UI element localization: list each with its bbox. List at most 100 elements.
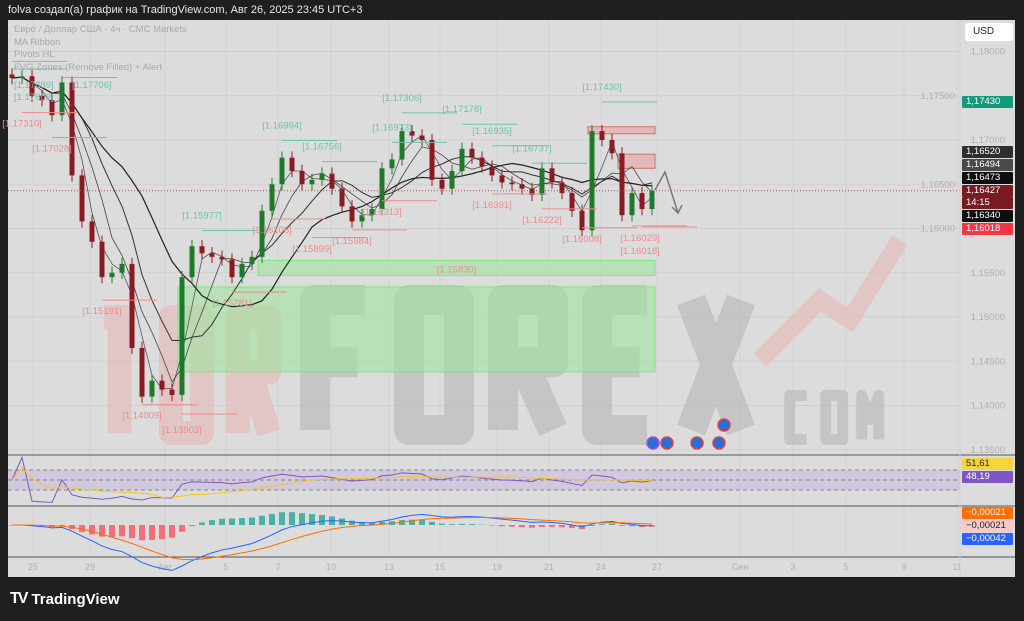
macd-histogram-bar bbox=[319, 514, 325, 525]
macd-histogram-bar bbox=[469, 524, 475, 525]
candle-body bbox=[439, 179, 445, 189]
candle bbox=[349, 200, 355, 228]
candle bbox=[259, 204, 265, 264]
price-axis-label: 1,16427 bbox=[962, 185, 1013, 197]
candle bbox=[589, 124, 595, 237]
candle bbox=[609, 133, 615, 160]
pivot-low-label: [1.15281] bbox=[212, 298, 252, 309]
tradingview-logo[interactable]: TV TradingView bbox=[10, 590, 120, 608]
macd-histogram-bar bbox=[189, 525, 195, 527]
candle bbox=[179, 270, 185, 402]
economic-event-icon[interactable] bbox=[690, 436, 704, 450]
candle-body bbox=[309, 179, 315, 185]
price-axis-tick: 1,13500 bbox=[971, 445, 1005, 456]
macd-histogram-bar bbox=[339, 518, 345, 525]
watermark-arrow-icon bbox=[753, 235, 908, 367]
price-axis-label: 51,61 bbox=[962, 458, 1013, 470]
economic-event-icon[interactable] bbox=[660, 436, 674, 450]
pivot-low-label: [1.16108] bbox=[252, 225, 292, 236]
candle-body bbox=[59, 82, 65, 116]
candle-body bbox=[249, 256, 255, 264]
candle-body bbox=[49, 100, 55, 116]
candle-body bbox=[269, 184, 275, 211]
macd-histogram-bar bbox=[139, 525, 145, 541]
candle bbox=[169, 383, 175, 402]
pivot-high-label: [1.16756] bbox=[302, 142, 342, 153]
fvg-zone-bear bbox=[617, 153, 656, 169]
economic-event-icon[interactable] bbox=[646, 436, 660, 450]
candle-body bbox=[339, 188, 345, 207]
legend-indicator-ma-ribbon[interactable]: MA Ribbon bbox=[14, 36, 61, 48]
candle bbox=[389, 153, 395, 175]
candle bbox=[49, 93, 55, 122]
macd-histogram-bar bbox=[569, 525, 575, 528]
macd-histogram-bar bbox=[169, 525, 175, 538]
pivot-high-label: [1.16994] bbox=[262, 121, 302, 132]
time-axis-tick: 21 bbox=[544, 562, 554, 572]
price-axis-label: 1,16340 bbox=[962, 210, 1013, 222]
candle bbox=[399, 124, 405, 166]
candle bbox=[499, 169, 505, 189]
macd-histogram-bar bbox=[199, 522, 205, 525]
candle-body bbox=[499, 175, 505, 183]
candle bbox=[39, 89, 45, 107]
legend-symbol[interactable]: Евро / Доллар США · 4ч · CMC Markets bbox=[14, 24, 187, 35]
candle bbox=[459, 142, 465, 178]
pivot-high-label: [1.17430] bbox=[582, 82, 622, 93]
price-axis-label: 1,17430 bbox=[962, 96, 1013, 108]
candle-body bbox=[19, 76, 25, 79]
candle bbox=[469, 142, 475, 164]
pivot-low-label: [1.16313] bbox=[362, 207, 402, 218]
price-axis-label: 48,19 bbox=[962, 471, 1013, 483]
macd-histogram-bar bbox=[209, 520, 215, 525]
candle-body bbox=[299, 170, 305, 185]
candle bbox=[419, 129, 425, 147]
candle-body bbox=[429, 140, 435, 180]
economic-event-icon[interactable] bbox=[717, 418, 731, 432]
candle-body bbox=[79, 175, 85, 222]
candle bbox=[569, 186, 575, 217]
price-axis-label: 1,16520 bbox=[962, 146, 1013, 158]
pivot-low-label: [1.15899] bbox=[292, 244, 332, 255]
macd-histogram-bar bbox=[369, 522, 375, 525]
candle bbox=[489, 160, 495, 182]
chart-legend: Евро / Доллар США · 4ч · CMC Markets MA … bbox=[14, 24, 187, 74]
candle bbox=[429, 133, 435, 187]
price-axis-label: −0,00042 bbox=[962, 533, 1013, 545]
candle bbox=[29, 70, 35, 102]
currency-button[interactable]: USD bbox=[965, 23, 1013, 41]
candle bbox=[359, 209, 365, 228]
candle-body bbox=[559, 182, 565, 194]
legend-indicator-fvg[interactable]: FVG Zones (Remove Filled) + Alert bbox=[14, 61, 163, 73]
pivot-high-label: [1.17889] bbox=[14, 80, 54, 91]
candle-body bbox=[479, 157, 485, 167]
candle-body bbox=[569, 193, 575, 211]
macd-histogram-bar bbox=[589, 525, 595, 526]
candle bbox=[59, 76, 65, 122]
time-axis-tick: 9 bbox=[901, 562, 906, 572]
economic-event-icon[interactable] bbox=[712, 436, 726, 450]
time-axis-tick: 7 bbox=[275, 562, 280, 572]
macd-line bbox=[11, 513, 653, 571]
legend-indicator-pivots[interactable]: Pivots HL bbox=[14, 49, 55, 60]
rsi-ma-line bbox=[11, 466, 653, 498]
candle-body bbox=[189, 246, 195, 278]
candle bbox=[109, 266, 115, 284]
candle-body bbox=[579, 210, 585, 231]
candle bbox=[519, 178, 525, 195]
candle bbox=[299, 164, 305, 191]
macd-histogram-bar bbox=[229, 518, 235, 525]
macd-histogram-bar bbox=[119, 525, 125, 537]
macd-histogram-bar bbox=[609, 523, 615, 525]
time-axis-tick: Авг bbox=[158, 562, 173, 572]
macd-histogram-bar bbox=[509, 525, 515, 527]
candle-body bbox=[29, 76, 35, 96]
candle bbox=[509, 176, 515, 191]
candle bbox=[449, 164, 455, 195]
time-axis-tick: 13 bbox=[384, 562, 394, 572]
time-axis-tick: 19 bbox=[492, 562, 502, 572]
candle-body bbox=[529, 188, 535, 195]
time-axis-tick: 27 bbox=[652, 562, 662, 572]
macd-histogram-bar bbox=[419, 519, 425, 525]
